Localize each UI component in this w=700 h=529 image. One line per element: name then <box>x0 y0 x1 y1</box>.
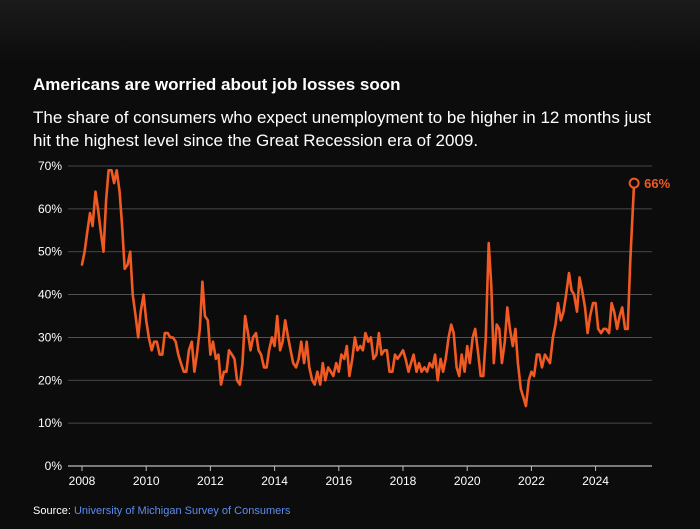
x-tick-label: 2012 <box>197 474 224 488</box>
source-link[interactable]: University of Michigan Survey of Consume… <box>73 505 291 517</box>
y-tick-label: 10% <box>38 416 62 430</box>
y-tick-labels: 0% 10% 20% 30% 40% 50% 60% 70% <box>38 159 62 473</box>
y-tick-label: 20% <box>38 373 62 387</box>
grid-lines <box>68 165 652 467</box>
latest-point-marker <box>628 177 640 189</box>
latest-value-label: 66% <box>644 176 670 191</box>
chart-subtitle: The share of consumers who expect unempl… <box>33 108 652 150</box>
source-label: Source: <box>33 505 71 517</box>
x-tick-labels: 2008 2010 2012 2014 2016 2018 2020 2022 2024 <box>69 466 609 488</box>
y-tick-label: 50% <box>38 245 62 259</box>
series-line <box>80 169 636 408</box>
chart-title: Americans are worried about job losses s… <box>33 75 401 94</box>
x-tick-label: 2016 <box>325 474 352 488</box>
x-tick-label: 2014 <box>261 474 288 488</box>
y-tick-label: 30% <box>38 330 62 344</box>
x-tick-label: 2022 <box>518 474 545 488</box>
y-tick-label: 40% <box>38 288 62 302</box>
x-tick-label: 2024 <box>582 474 609 488</box>
y-tick-label: 70% <box>38 159 62 173</box>
x-tick-label: 2010 <box>133 474 160 488</box>
y-tick-label: 0% <box>45 459 63 473</box>
annotation-group: 66% <box>628 176 671 191</box>
x-tick-label: 2008 <box>69 474 96 488</box>
top-band <box>0 0 700 62</box>
series-group <box>80 169 636 408</box>
line-chart: 0% 10% 20% 30% 40% 50% 60% 70% 2008 2010 2012 2014… <box>38 159 671 488</box>
y-tick-label: 60% <box>38 202 62 216</box>
source-note: Source: University of Michigan Survey of… <box>33 505 290 517</box>
x-tick-label: 2020 <box>454 474 481 488</box>
x-tick-label: 2018 <box>390 474 417 488</box>
